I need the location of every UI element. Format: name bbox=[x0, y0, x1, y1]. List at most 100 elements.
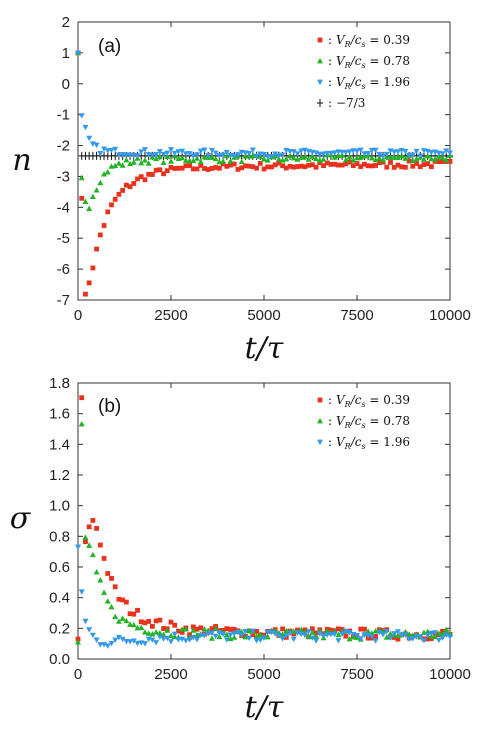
legend-value: = 0.78 bbox=[366, 54, 410, 68]
x-axis-label: t/τ bbox=[245, 690, 284, 725]
data-point bbox=[361, 151, 368, 157]
data-point bbox=[86, 280, 92, 286]
data-point bbox=[420, 638, 427, 644]
data-point bbox=[138, 624, 145, 631]
data-point bbox=[175, 149, 182, 155]
data-point bbox=[368, 154, 375, 161]
data-point bbox=[187, 163, 192, 168]
data-point bbox=[290, 149, 297, 155]
data-point bbox=[161, 171, 166, 177]
data-point bbox=[316, 631, 323, 637]
data-point bbox=[94, 526, 99, 531]
data-point bbox=[130, 621, 137, 628]
legend-marker bbox=[317, 439, 323, 445]
data-point bbox=[320, 156, 327, 162]
legend-sub: R bbox=[344, 82, 351, 91]
legend-entry: VR/cs = 0.78 bbox=[336, 54, 410, 70]
data-point bbox=[104, 169, 111, 175]
data-point bbox=[275, 633, 282, 639]
data-point bbox=[119, 615, 126, 621]
data-point bbox=[235, 166, 241, 172]
x-tick-label: 10000 bbox=[429, 666, 471, 683]
data-point bbox=[82, 534, 89, 540]
data-point bbox=[417, 153, 424, 159]
data-point bbox=[350, 157, 357, 163]
data-point bbox=[291, 631, 297, 637]
data-point bbox=[372, 156, 379, 163]
data-point bbox=[75, 639, 81, 645]
data-point bbox=[161, 626, 166, 631]
data-point bbox=[295, 164, 300, 169]
data-point bbox=[357, 636, 364, 642]
data-point bbox=[89, 193, 96, 200]
y-tick-label: -6 bbox=[57, 261, 70, 278]
data-point bbox=[123, 617, 130, 624]
legend-sub: s bbox=[361, 82, 365, 91]
data-point bbox=[119, 636, 126, 643]
data-point bbox=[336, 162, 341, 168]
data-point bbox=[149, 152, 156, 159]
series-3 bbox=[75, 50, 453, 160]
data-point bbox=[394, 629, 401, 635]
data-point bbox=[179, 165, 185, 171]
data-point bbox=[406, 636, 413, 642]
data-point bbox=[279, 631, 286, 637]
data-point bbox=[194, 626, 200, 632]
legend-entry: VR/cs = 1.96 bbox=[336, 435, 410, 451]
data-point bbox=[208, 154, 215, 160]
data-point bbox=[447, 150, 453, 156]
data-point bbox=[224, 626, 230, 632]
data-point bbox=[429, 164, 434, 170]
data-point bbox=[383, 151, 390, 158]
data-point bbox=[108, 603, 115, 610]
legend-marker bbox=[317, 397, 323, 403]
data-point bbox=[249, 628, 256, 635]
data-point bbox=[447, 158, 453, 164]
data-point bbox=[190, 166, 196, 172]
legend-marker bbox=[317, 37, 323, 43]
data-point bbox=[145, 160, 152, 166]
legend-var: V bbox=[336, 393, 346, 407]
data-point bbox=[79, 395, 85, 401]
x-tick-label: 7500 bbox=[340, 666, 373, 683]
data-point bbox=[301, 153, 308, 160]
data-point bbox=[176, 165, 181, 171]
data-point bbox=[164, 153, 171, 160]
data-point bbox=[283, 633, 290, 639]
data-point bbox=[78, 589, 85, 595]
data-point bbox=[424, 628, 431, 635]
data-point bbox=[142, 177, 148, 183]
data-point bbox=[116, 191, 122, 197]
data-point bbox=[362, 161, 367, 167]
data-point bbox=[160, 636, 167, 642]
data-point bbox=[231, 153, 238, 159]
data-point bbox=[97, 150, 104, 157]
data-point bbox=[83, 291, 88, 297]
data-point bbox=[342, 149, 349, 156]
data-point bbox=[410, 163, 416, 169]
x-tick-label: 10000 bbox=[429, 307, 471, 324]
data-point bbox=[313, 155, 320, 162]
data-point bbox=[153, 618, 159, 624]
data-point bbox=[115, 152, 122, 159]
y-tick-label: 0.0 bbox=[49, 651, 70, 668]
legend-colon: : bbox=[328, 414, 332, 428]
data-point bbox=[201, 632, 208, 639]
data-point bbox=[383, 634, 390, 640]
data-point bbox=[153, 629, 160, 635]
data-point bbox=[283, 165, 289, 171]
data-point bbox=[432, 156, 439, 162]
legend-sub: R bbox=[344, 442, 351, 451]
data-point bbox=[127, 639, 134, 645]
data-point bbox=[261, 635, 267, 641]
data-point bbox=[346, 636, 353, 642]
legend-var: /c bbox=[350, 33, 362, 47]
data-point bbox=[182, 151, 189, 157]
data-point bbox=[346, 153, 353, 160]
data-point bbox=[428, 149, 435, 156]
data-point bbox=[223, 150, 230, 156]
data-point bbox=[309, 629, 316, 635]
legend-entry: VR/cs = 0.39 bbox=[336, 393, 410, 409]
data-point bbox=[104, 643, 111, 649]
data-point bbox=[402, 148, 409, 155]
